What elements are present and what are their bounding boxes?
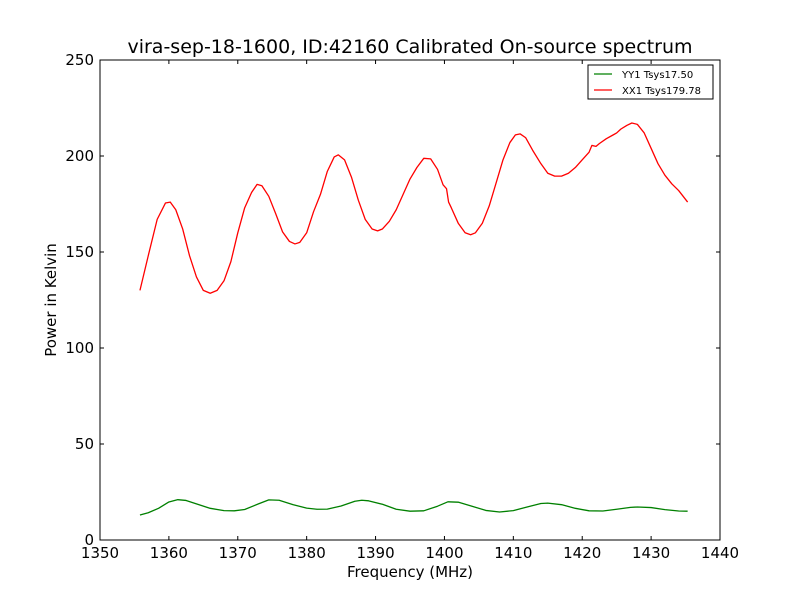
x-tick-label: 1410 bbox=[494, 544, 532, 562]
x-tick-label: 1390 bbox=[356, 544, 394, 562]
x-tick-label: 1350 bbox=[81, 544, 119, 562]
series-layer bbox=[139, 122, 689, 516]
x-tick-label: 1370 bbox=[219, 544, 257, 562]
legend-label-0: YY1 Tsys17.50 bbox=[621, 70, 693, 81]
x-tick-label: 1440 bbox=[701, 544, 739, 562]
y-tick-label: 150 bbox=[65, 243, 94, 261]
series-line-0 bbox=[139, 499, 688, 516]
legend-label-1: XX1 Tsys179.78 bbox=[622, 86, 701, 97]
y-tick-label: 50 bbox=[75, 435, 94, 453]
legend-box bbox=[587, 64, 714, 100]
x-axis-label: Frequency (MHz) bbox=[347, 563, 473, 581]
chart-title: vira-sep-18-1600, ID:42160 Calibrated On… bbox=[127, 36, 692, 58]
x-tick-label: 1420 bbox=[563, 544, 601, 562]
legend: YY1 Tsys17.50 XX1 Tsys179.78 bbox=[587, 64, 714, 100]
y-axis-label: Power in Kelvin bbox=[42, 243, 60, 357]
x-tick-label: 1430 bbox=[632, 544, 670, 562]
x-tick-label: 1400 bbox=[425, 544, 463, 562]
y-tick-label: 200 bbox=[65, 147, 94, 165]
x-tick-label: 1360 bbox=[150, 544, 188, 562]
plot-area-frame bbox=[99, 59, 721, 541]
y-tick-label: 250 bbox=[65, 51, 94, 69]
x-axis: 1350 1360 1370 1380 1390 1400 1410 1420 1430 1440 bbox=[81, 60, 739, 562]
y-tick-label: 100 bbox=[65, 339, 94, 357]
y-tick-label: 0 bbox=[84, 531, 94, 549]
y-axis: 0 50 100 150 200 250 bbox=[65, 51, 720, 549]
series-line-1 bbox=[139, 122, 689, 294]
x-tick-label: 1380 bbox=[288, 544, 326, 562]
